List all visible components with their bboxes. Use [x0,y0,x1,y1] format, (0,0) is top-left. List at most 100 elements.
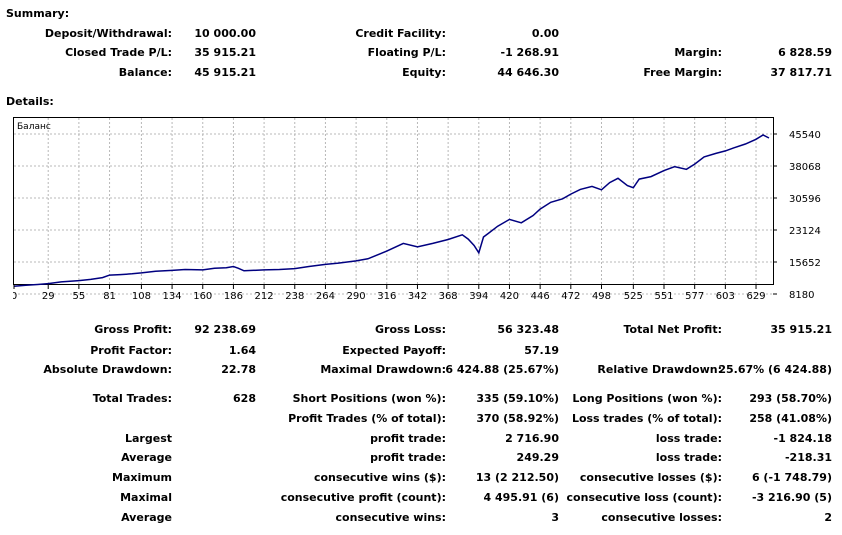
maximal-drawdown-label: Maximal Drawdown: [320,363,446,376]
maximal-cons-profit-label: consecutive profit (count): [280,491,446,504]
summary-title: Summary: [6,7,70,20]
x-tick-label: 55 [73,291,86,300]
free-margin-value: 37 817.71 [770,66,832,79]
max-cons-wins-label: consecutive wins ($): [313,471,446,484]
absolute-drawdown-label: Absolute Drawdown: [43,363,172,376]
x-tick-label: 446 [531,291,550,300]
x-tick-label: 551 [654,291,673,300]
gross-profit-label: Gross Profit: [94,323,172,336]
gross-profit-value: 92 238.69 [194,323,256,336]
closed-trade-label: Closed Trade P/L: [65,46,172,59]
gross-loss-value: 56 323.48 [497,323,559,336]
x-tick-label: 577 [685,291,704,300]
floating-label: Floating P/L: [367,46,446,59]
x-tick-label: 472 [561,291,580,300]
short-positions-value: 335 (59.10%) [476,392,559,405]
total-trades-label: Total Trades: [92,392,172,405]
relative-drawdown-value: 25.67% (6 424.88) [718,363,832,376]
largest-profit-label: profit trade: [370,432,446,445]
x-tick-label: 342 [408,291,427,300]
plot-area-frame [13,117,774,285]
credit-value: 0.00 [531,27,559,40]
balance-chart: 0 29 55 81 108 134 160 186 212 238 264 290 316 342 368… [13,117,842,300]
credit-label: Credit Facility: [355,27,446,40]
balance-series-line [13,134,770,287]
largest-label: Largest [125,432,172,445]
x-tick-label: 186 [224,291,243,300]
profit-factor-value: 1.64 [228,344,256,357]
short-positions-label: Short Positions (won %): [292,392,446,405]
avg-cons-wins-label: consecutive wins: [335,511,446,524]
x-tick-label: 29 [42,291,55,300]
absolute-drawdown-value: 22.78 [221,363,256,376]
x-axis-ticks: 0 29 55 81 108 134 160 186 212 238 264 290 316 342 368… [13,285,766,300]
x-tick-label: 134 [163,291,182,300]
total-net-profit-value: 35 915.21 [770,323,832,336]
profit-trades-value: 370 (58.92%) [476,412,559,425]
largest-loss-label: loss trade: [655,432,722,445]
x-tick-label: 238 [285,291,304,300]
expected-payoff-value: 57.19 [524,344,559,357]
y-tick-label: 8180 [789,290,814,300]
balance-value: 45 915.21 [194,66,256,79]
x-tick-label: 0 [13,291,17,300]
y-tick-label: 23124 [789,226,821,237]
average-profit-label: profit trade: [370,451,446,464]
x-tick-label: 316 [377,291,396,300]
balance-chart-svg: 0 29 55 81 108 134 160 186 212 238 264 290 316 342 368… [13,117,821,300]
x-tick-label: 629 [746,291,765,300]
balance-label: Balance: [118,66,172,79]
maximal-cons-profit-value: 4 495.91 (6) [483,491,559,504]
long-positions-label: Long Positions (won %): [572,392,722,405]
details-title: Details: [6,95,54,108]
avg-cons-losses-label: consecutive losses: [601,511,722,524]
average-profit-value: 249.29 [516,451,559,464]
y-axis-ticks: 8180 15652 23124 30596 38068 45540 [773,130,821,300]
expected-payoff-label: Expected Payoff: [342,344,446,357]
long-positions-value: 293 (58.70%) [749,392,832,405]
equity-label: Equity: [402,66,446,79]
y-tick-label: 45540 [789,130,821,141]
total-net-profit-label: Total Net Profit: [623,323,723,336]
maximum-label: Maximum [112,471,172,484]
x-tick-label: 368 [439,291,458,300]
floating-value: -1 268.91 [500,46,560,59]
x-tick-label: 264 [316,291,335,300]
x-tick-label: 603 [716,291,735,300]
loss-trades-label: Loss trades (% of total): [571,412,722,425]
x-tick-label: 160 [193,291,212,300]
maximal-cons-loss-label: consecutive loss (count): [566,491,722,504]
average-label: Average [121,451,172,464]
x-tick-label: 108 [132,291,151,300]
largest-profit-value: 2 716.90 [505,432,559,445]
x-tick-label: 525 [624,291,643,300]
largest-loss-value: -1 824.18 [773,432,833,445]
profit-factor-label: Profit Factor: [90,344,172,357]
max-cons-wins-value: 13 (2 212.50) [475,471,559,484]
series-layer [13,134,770,287]
x-tick-label: 498 [592,291,611,300]
average-loss-value: -218.31 [784,451,832,464]
equity-value: 44 646.30 [497,66,559,79]
gross-loss-label: Gross Loss: [375,323,446,336]
margin-value: 6 828.59 [778,46,832,59]
free-margin-label: Free Margin: [643,66,722,79]
margin-label: Margin: [674,46,722,59]
maximal-label: Maximal [120,491,172,504]
x-tick-label: 290 [347,291,366,300]
avg-cons-losses-value: 2 [824,511,832,524]
max-cons-losses-value: 6 (-1 748.79) [751,471,832,484]
maximal-drawdown-value: 6 424.88 (25.67%) [445,363,559,376]
y-tick-label: 15652 [789,258,821,269]
x-tick-label: 81 [103,291,116,300]
average2-label: Average [121,511,172,524]
deposit-value: 10 000.00 [194,27,256,40]
y-tick-label: 38068 [789,162,821,173]
x-tick-label: 394 [469,291,488,300]
x-tick-label: 212 [255,291,274,300]
average-loss-label: loss trade: [655,451,722,464]
y-tick-label: 30596 [789,194,821,205]
deposit-label: Deposit/Withdrawal: [44,27,172,40]
loss-trades-value: 258 (41.08%) [749,412,832,425]
closed-trade-value: 35 915.21 [194,46,256,59]
